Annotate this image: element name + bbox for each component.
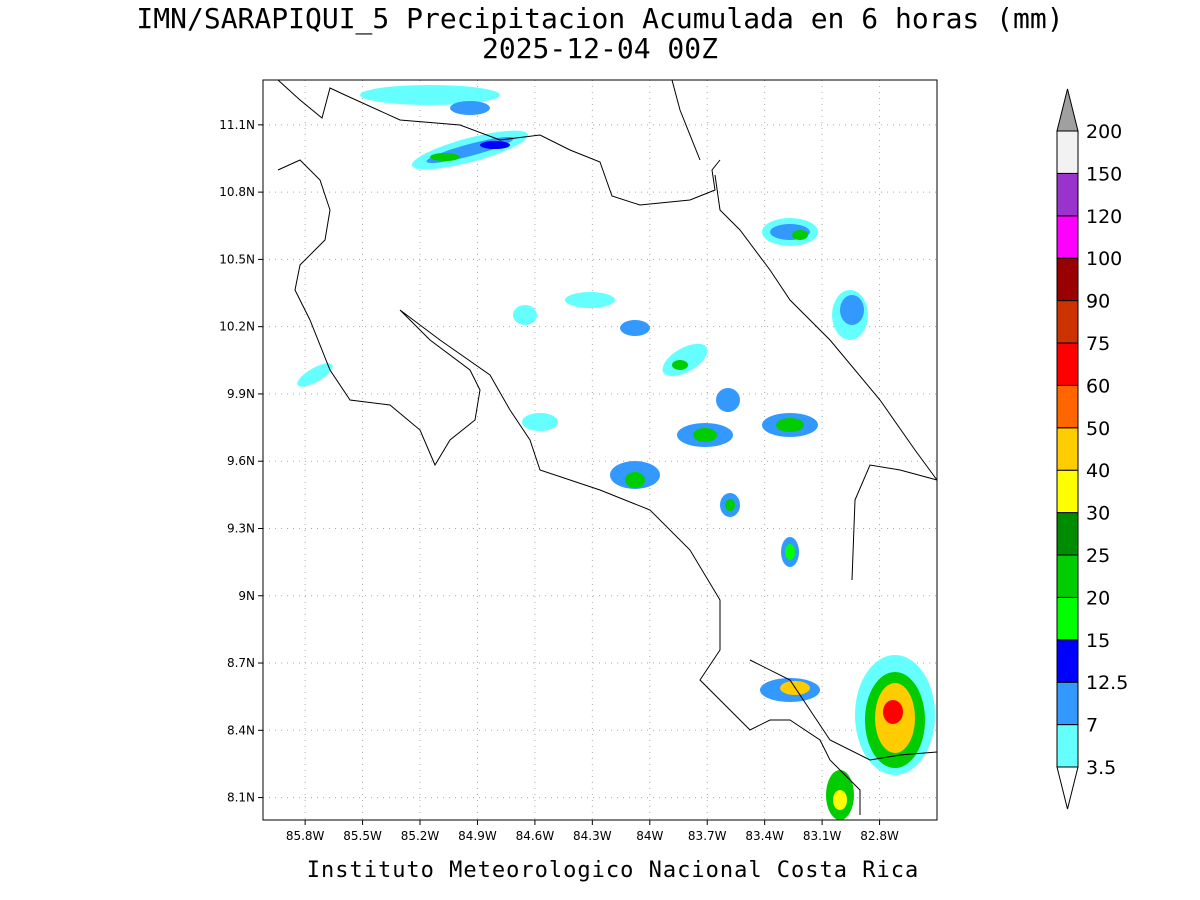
x-tick-label: 84.3W [573,829,612,843]
map-frame [262,79,938,821]
colorbar-label: 3.5 [1086,757,1116,779]
colorbar-box [1056,300,1079,344]
y-tick-label: 10.8N [219,185,255,199]
y-tick-label: 8.1N [227,791,255,805]
y-tick-label: 11.1N [219,118,255,132]
colorbar-box [1056,384,1079,429]
x-tick-label: 83.7W [688,829,727,843]
x-tick-label: 85.2W [401,829,440,843]
colorbar-box [1056,215,1079,259]
x-tick-label: 82.8W [860,829,899,843]
title: IMN/SARAPIQUI_5 Precipitacion Acumulada … [136,2,1063,36]
colorbar-box [1056,427,1079,471]
colorbar-box [1056,130,1079,174]
footer: Instituto Meteorologico Nacional Costa R… [307,858,920,883]
colorbar-label: 200 [1086,121,1122,143]
colorbar-label: 150 [1086,163,1122,185]
colorbar-box [1056,596,1079,641]
colorbar-label: 15 [1086,630,1110,652]
y-tick-label: 8.7N [227,656,255,670]
grid: 85.8W 85.5W 85.2W 84.9W 84.6W 84.3W 84W 83.7W 83… [219,80,937,843]
y-tick-label: 8.4N [227,723,255,737]
coastline [277,79,938,815]
y-tick-label: 10.2N [219,320,255,334]
colorbar-label: 25 [1086,545,1110,567]
colorbar-box [1056,681,1079,726]
colorbar-label: 75 [1086,333,1110,355]
colorbar-under [1056,766,1079,810]
y-tick-label: 10.5N [219,252,255,266]
colorbar-label: 30 [1086,503,1110,525]
colorbar-label: 50 [1086,418,1110,440]
colorbar-box [1056,724,1079,768]
colorbar-label: 12.5 [1086,672,1128,694]
y-tick-label: 9.9N [227,387,255,401]
colorbar-label: 20 [1086,587,1110,609]
subtitle: 2025-12-04 00Z [482,32,718,65]
y-tick-label: 9.6N [227,454,255,468]
colorbar-label: 100 [1086,248,1122,270]
colorbar-label: 90 [1086,291,1110,313]
x-tick-label: 83.4W [745,829,784,843]
colorbar-box [1056,554,1079,598]
y-tick-label: 9N [238,589,255,603]
x-tick-label: 83.1W [803,829,842,843]
colorbar-box [1056,512,1079,556]
colorbar: 3.5 7 12.5 15 20 25 30 40 50 60 75 90 100 120 150 200 [1056,88,1128,810]
x-tick-label: 84W [636,829,663,843]
x-tick-label: 84.9W [458,829,497,843]
colorbar-box [1056,172,1079,217]
precipitation [297,85,935,820]
colorbar-box [1056,469,1079,514]
x-tick-label: 85.8W [286,829,325,843]
colorbar-label: 7 [1086,715,1098,737]
colorbar-label: 40 [1086,460,1110,482]
colorbar-box [1056,342,1079,386]
colorbar-over [1056,88,1079,132]
colorbar-box [1056,639,1079,683]
y-tick-label: 9.3N [227,521,255,535]
x-tick-label: 84.6W [516,829,555,843]
colorbar-label: 60 [1086,375,1110,397]
colorbar-box [1056,257,1079,302]
colorbar-label: 120 [1086,206,1122,228]
x-tick-label: 85.5W [343,829,382,843]
